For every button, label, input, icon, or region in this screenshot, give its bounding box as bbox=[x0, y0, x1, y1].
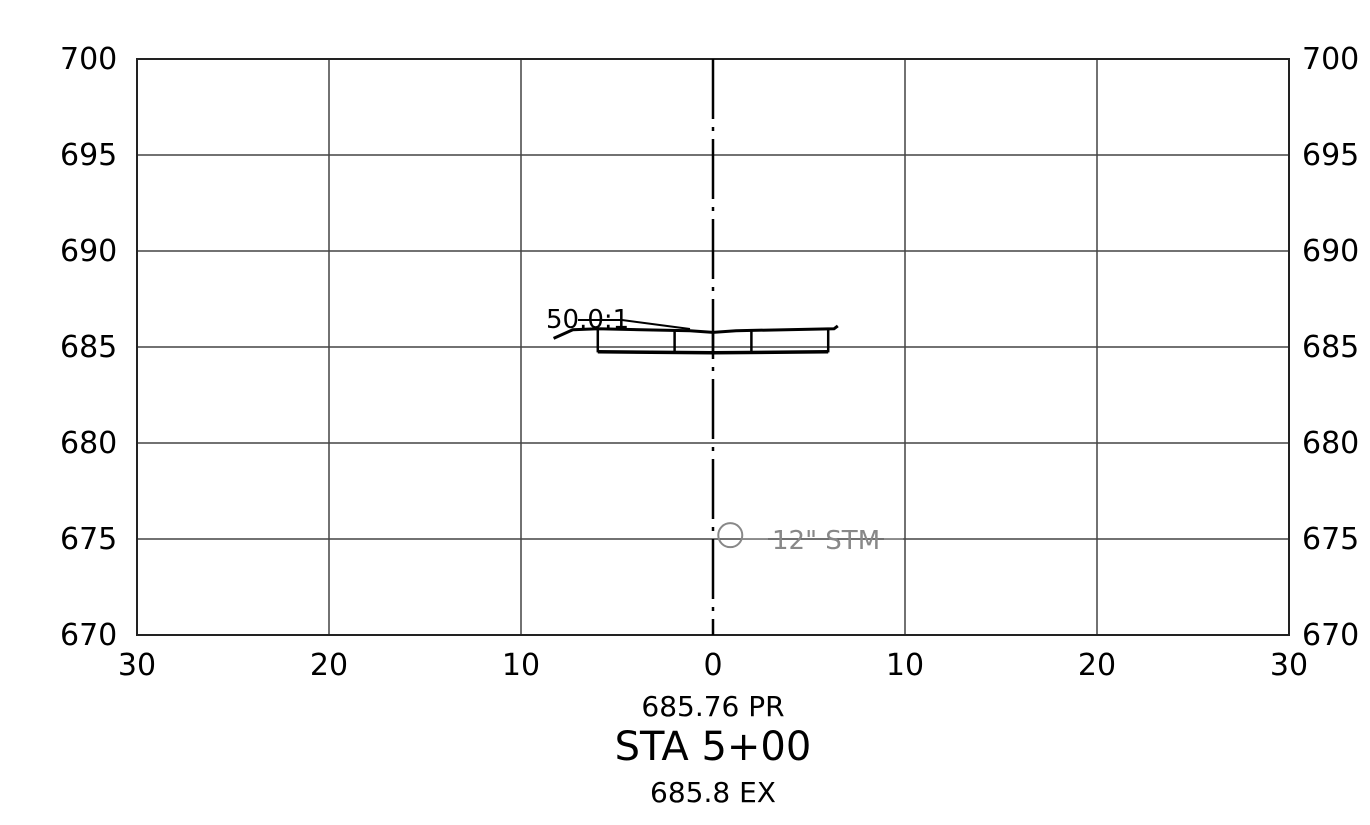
x-tick-label: 10 bbox=[502, 648, 540, 683]
x-tick-label: 20 bbox=[310, 648, 348, 683]
proposed-elevation-label: 685.76 PR bbox=[641, 690, 784, 723]
y-tick-label-left: 680 bbox=[60, 426, 117, 461]
y-tick-label-left: 700 bbox=[60, 42, 117, 77]
x-tick-label: 30 bbox=[118, 648, 156, 683]
section-features: 50.0:112" STM bbox=[546, 59, 903, 635]
x-tick-label: 20 bbox=[1078, 648, 1116, 683]
x-tick-label: 10 bbox=[886, 648, 924, 683]
slope-leader bbox=[578, 319, 691, 330]
y-tick-label-left: 695 bbox=[60, 138, 117, 173]
y-tick-label-right: 685 bbox=[1302, 330, 1359, 365]
y-tick-label-right: 675 bbox=[1302, 522, 1359, 557]
x-tick-label: 0 bbox=[703, 648, 722, 683]
x-axis-labels: 30 20 10 0 10 20 30 bbox=[118, 648, 1308, 683]
existing-elevation-label: 685.8 EX bbox=[650, 776, 776, 809]
x-tick-label: 30 bbox=[1270, 648, 1308, 683]
y-tick-label-left: 670 bbox=[60, 618, 117, 653]
pipe-label: 12" STM bbox=[772, 526, 880, 556]
y-tick-label-right: 700 bbox=[1302, 42, 1359, 77]
pavement-bottom-line bbox=[597, 350, 829, 355]
pipe-circle bbox=[717, 522, 744, 549]
station-label: STA 5+00 bbox=[615, 724, 812, 770]
y-tick-label-left: 675 bbox=[60, 522, 117, 557]
y-axis-right-labels: 700 695 690 685 680 675 670 bbox=[1302, 42, 1359, 653]
y-tick-label-right: 695 bbox=[1302, 138, 1359, 173]
y-tick-label-right: 670 bbox=[1302, 618, 1359, 653]
y-tick-label-right: 690 bbox=[1302, 234, 1359, 269]
y-tick-label-left: 690 bbox=[60, 234, 117, 269]
proposed-surface-line bbox=[552, 324, 839, 340]
y-tick-label-left: 685 bbox=[60, 330, 117, 365]
y-tick-label-right: 680 bbox=[1302, 426, 1359, 461]
y-axis-left-labels: 700 695 690 685 680 675 670 bbox=[60, 42, 117, 653]
